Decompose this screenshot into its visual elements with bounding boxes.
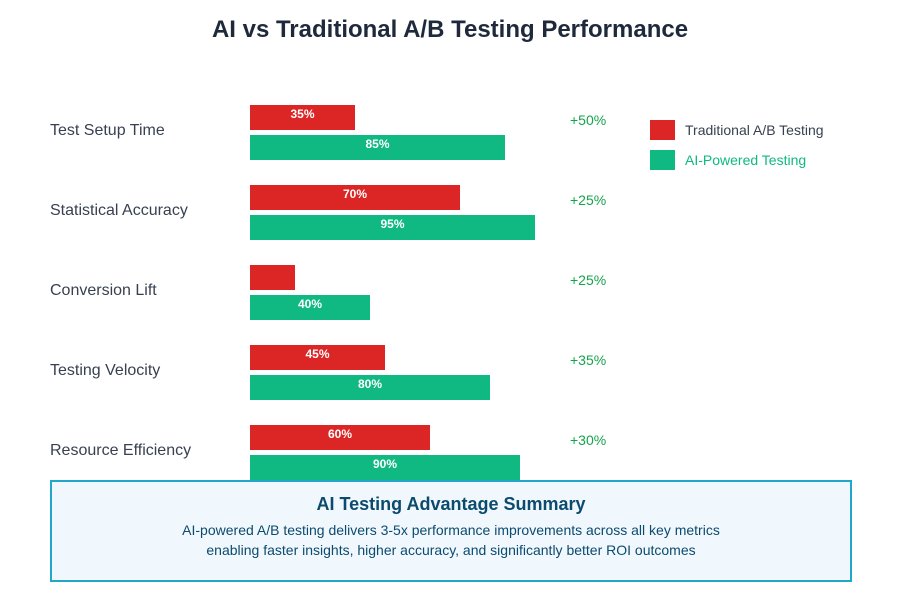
bar-chart: Test Setup Time 35% 85% +50% Statistical Acc… <box>50 105 824 480</box>
ai-bar-statistical-accuracy <box>250 215 535 240</box>
category-label-testing-velocity: Testing Velocity <box>50 362 160 379</box>
ai-bar-testing-velocity <box>250 375 490 400</box>
ai-bar-resource-efficiency <box>250 455 520 480</box>
ai-bar-label-test-setup-time: 85% <box>365 137 389 151</box>
improvement-label-resource-efficiency: +30% <box>570 432 606 448</box>
improvement-label-conversion-lift: +25% <box>570 272 606 288</box>
traditional-bar-label-resource-efficiency: 60% <box>328 427 352 441</box>
category-label-statistical-accuracy: Statistical Accuracy <box>50 202 188 219</box>
improvement-label-testing-velocity: +35% <box>570 352 606 368</box>
traditional-bar-conversion-lift <box>250 265 295 290</box>
category-label-resource-efficiency: Resource Efficiency <box>50 442 191 459</box>
summary-text-line-2: enabling faster insights, higher accurac… <box>206 542 696 558</box>
ai-bar-label-statistical-accuracy: 95% <box>380 217 404 231</box>
traditional-bar-test-setup-time <box>250 105 355 130</box>
traditional-bar-testing-velocity <box>250 345 385 370</box>
summary-title: AI Testing Advantage Summary <box>316 494 586 514</box>
ai-bar-conversion-lift <box>250 295 370 320</box>
legend-swatch-ai <box>650 150 675 170</box>
category-label-test-setup-time: Test Setup Time <box>50 122 165 139</box>
category-label-conversion-lift: Conversion Lift <box>50 282 157 299</box>
summary-box: AI Testing Advantage Summary AI-powered … <box>50 480 852 582</box>
ai-bar-label-resource-efficiency: 90% <box>373 457 397 471</box>
ai-bar-label-conversion-lift: 40% <box>298 297 322 311</box>
improvement-label-statistical-accuracy: +25% <box>570 192 606 208</box>
legend-swatch-traditional <box>650 120 675 140</box>
traditional-bar-label-test-setup-time: 35% <box>290 107 314 121</box>
traditional-bar-label-statistical-accuracy: 70% <box>343 187 367 201</box>
summary-text-line-1: AI-powered A/B testing delivers 3-5x per… <box>182 522 720 538</box>
traditional-bar-statistical-accuracy <box>250 185 460 210</box>
legend-label-ai: AI-Powered Testing <box>685 152 806 168</box>
ai-bar-label-testing-velocity: 80% <box>358 377 382 391</box>
legend-label-traditional: Traditional A/B Testing <box>685 122 824 138</box>
ai-bar-test-setup-time <box>250 135 505 160</box>
chart-title: AI vs Traditional A/B Testing Performanc… <box>211 16 689 43</box>
traditional-bar-resource-efficiency <box>250 425 430 450</box>
traditional-bar-label-testing-velocity: 45% <box>305 347 329 361</box>
improvement-label-test-setup-time: +50% <box>570 112 606 128</box>
